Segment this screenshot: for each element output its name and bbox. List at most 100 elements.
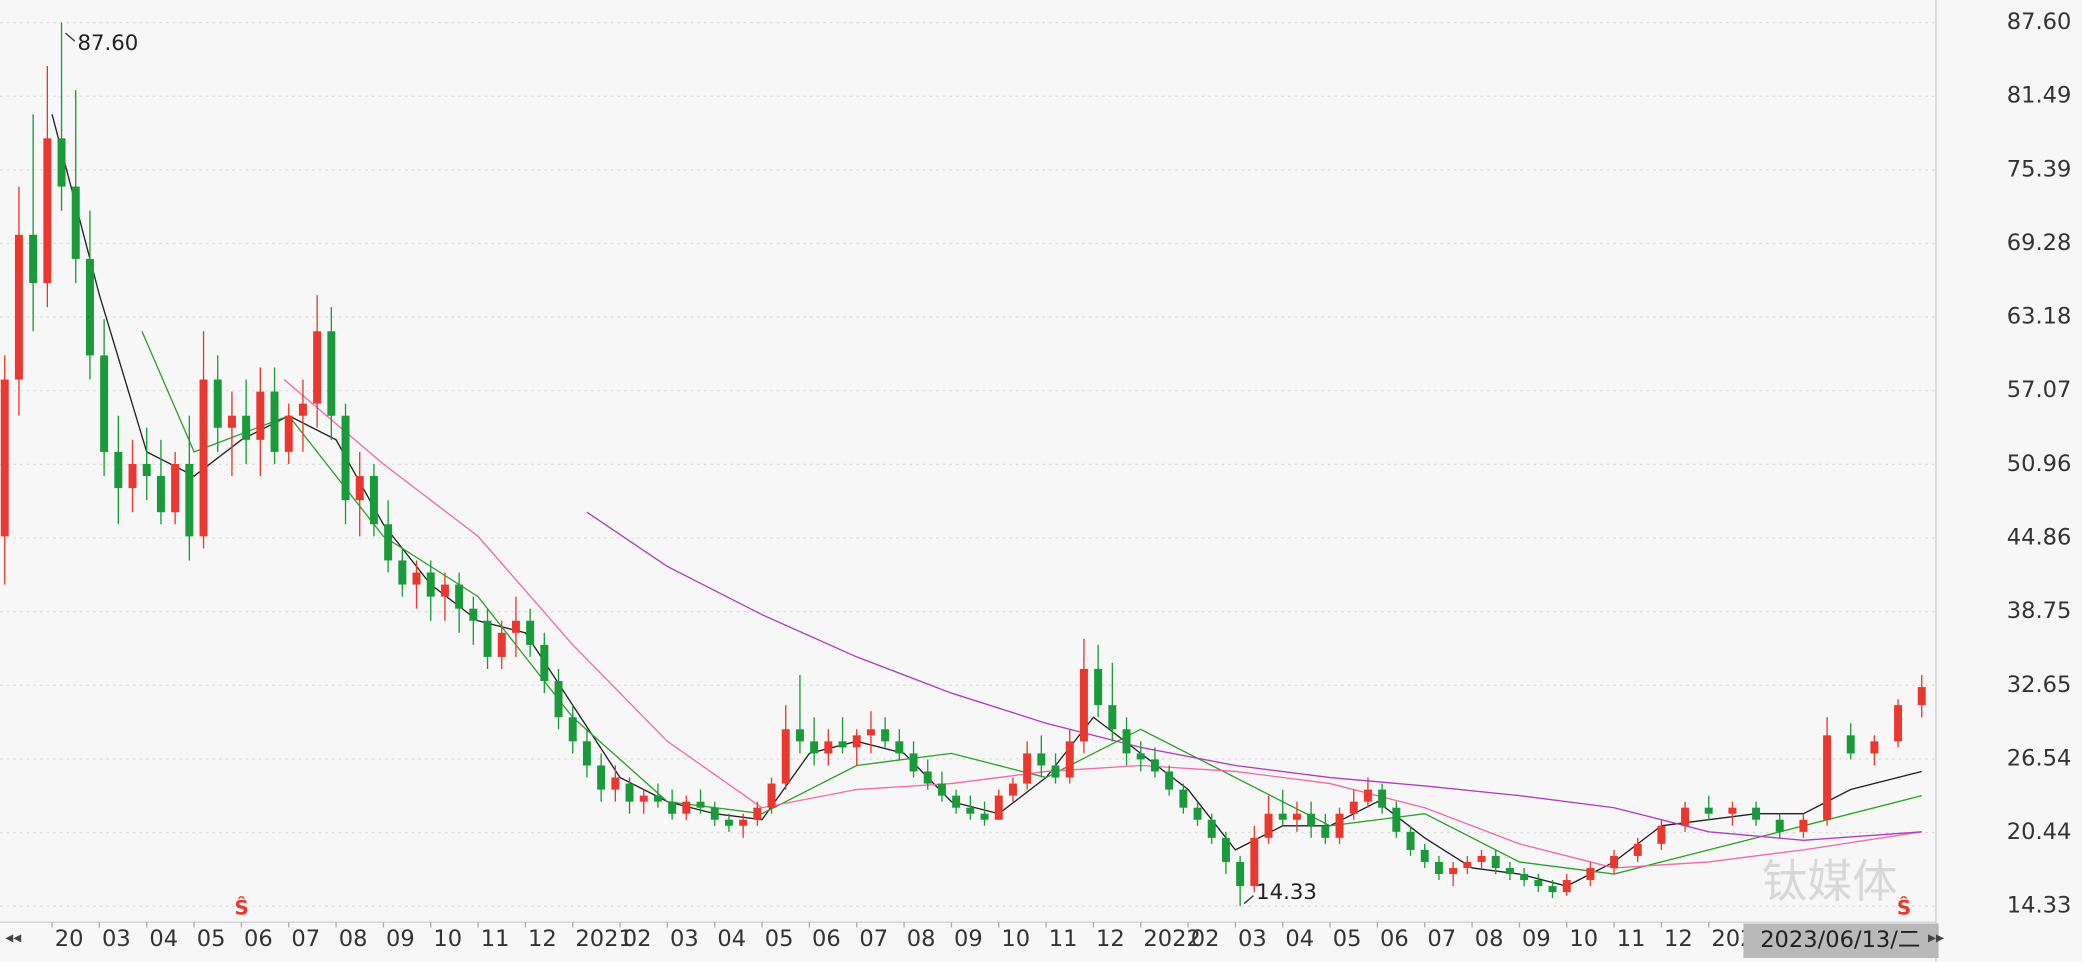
candle-body: [1752, 807, 1761, 820]
candle-body: [256, 391, 265, 440]
x-tick-label: 07: [291, 926, 320, 952]
candle-body: [1023, 753, 1032, 784]
candle-body: [511, 620, 520, 633]
x-tick-label: 10: [433, 926, 462, 952]
candle-body: [1378, 789, 1387, 808]
candle-body: [29, 234, 38, 284]
event-marker[interactable]: Ŝ: [234, 895, 248, 919]
candle-body: [1449, 867, 1458, 875]
x-tick-label: 12: [528, 926, 557, 952]
candle-body: [937, 783, 946, 796]
candle-body: [781, 729, 790, 784]
y-tick-label: 63.18: [2007, 304, 2072, 330]
x-tick-label: 02: [623, 926, 652, 952]
candle-body: [526, 620, 535, 645]
y-tick-label: 57.07: [2007, 377, 2072, 403]
candle-body: [810, 741, 819, 754]
x-tick-label: 08: [1475, 926, 1504, 952]
candle-body: [710, 807, 719, 820]
x-tick-label: 10: [1001, 926, 1030, 952]
x-tick-label: 05: [197, 926, 226, 952]
x-tick-label: 09: [954, 926, 983, 952]
candle-body: [923, 771, 932, 784]
ma-line: [586, 511, 1922, 841]
scroll-left-icon[interactable]: ◂◂: [5, 928, 21, 947]
x-tick-label: 08: [339, 926, 368, 952]
candle-body: [753, 807, 762, 820]
x-tick-label: 04: [1285, 926, 1314, 952]
candle-body: [199, 379, 208, 537]
annotation-arrow: [65, 32, 76, 42]
candle-body: [440, 584, 449, 597]
candle-body: [1610, 855, 1619, 868]
x-tick-label: 09: [1522, 926, 1551, 952]
candle-body: [213, 379, 222, 428]
candle-body: [838, 741, 847, 748]
x-tick-label: 09: [386, 926, 415, 952]
candle-body: [14, 234, 23, 380]
candle-body: [355, 476, 364, 501]
candle-body: [994, 795, 1003, 820]
watermark: 钛媒体: [1762, 855, 1897, 908]
y-tick-label: 38.75: [2007, 598, 2072, 624]
candle-body: [540, 644, 549, 682]
candle-body: [57, 138, 66, 187]
candle-body: [881, 729, 890, 742]
candle-body: [156, 476, 165, 513]
axes: 87.60 81.49 75.39 69.28 63.18 57.07 50.96 44.86…: [51, 9, 2072, 952]
candle-body: [369, 476, 378, 525]
cursor-box: [1743, 923, 1939, 959]
candle-body: [625, 783, 634, 802]
candle-body: [611, 777, 620, 790]
candle-body: [724, 819, 733, 826]
candle-body: [1534, 880, 1543, 887]
candle-body: [1264, 813, 1273, 838]
candle-body: [0, 379, 9, 537]
candle-body: [497, 632, 506, 657]
candle-body: [824, 741, 833, 754]
candle-body: [866, 729, 875, 736]
candle-body: [1657, 825, 1666, 844]
y-tick-label: 87.60: [2007, 9, 2072, 35]
x-tick-label: 06: [812, 926, 841, 952]
y-tick-label: 14.33: [2007, 893, 2072, 919]
annotation-label: 87.60: [77, 31, 138, 56]
candle-body: [1548, 886, 1557, 893]
x-tick-label: 11: [481, 926, 510, 952]
annotation-label: 14.33: [1256, 880, 1317, 905]
candle-body: [398, 560, 407, 585]
cursor-label: 2023/06/13/二: [1760, 927, 1920, 953]
candle-body: [327, 331, 336, 416]
candle-body: [1633, 843, 1642, 856]
candle-body: [1728, 807, 1737, 814]
candle-body: [313, 331, 322, 404]
candle-body: [739, 819, 748, 826]
candle-body: [1193, 807, 1202, 820]
candle-body: [554, 681, 563, 718]
candle-body: [1562, 880, 1571, 893]
candle-body: [1136, 753, 1145, 760]
x-tick-label: 12: [1096, 926, 1125, 952]
candle-body: [469, 608, 478, 621]
candle-body: [1108, 705, 1117, 730]
candle-body: [85, 258, 94, 356]
scroll-right-icon[interactable]: ▸▸: [1928, 928, 1944, 947]
event-marker[interactable]: Ŝ: [1897, 895, 1911, 919]
candle-body: [1491, 855, 1500, 868]
x-tick-label: 2021: [575, 926, 632, 952]
y-tick-label: 44.86: [2007, 525, 2072, 551]
x-tick-label: 07: [1427, 926, 1456, 952]
x-tick-label: 08: [907, 926, 936, 952]
x-tick-label: 03: [1238, 926, 1267, 952]
candle-body: [1520, 874, 1529, 881]
y-tick-label: 81.49: [2007, 83, 2072, 109]
candle-body: [1065, 741, 1074, 778]
x-tick-label: 10: [1569, 926, 1598, 952]
candle-body: [185, 463, 194, 537]
candle-body: [639, 795, 648, 802]
x-tick-label: 11: [1049, 926, 1078, 952]
candle-body: [696, 801, 705, 808]
candle-body: [1775, 819, 1784, 832]
candle-body: [1165, 771, 1174, 790]
